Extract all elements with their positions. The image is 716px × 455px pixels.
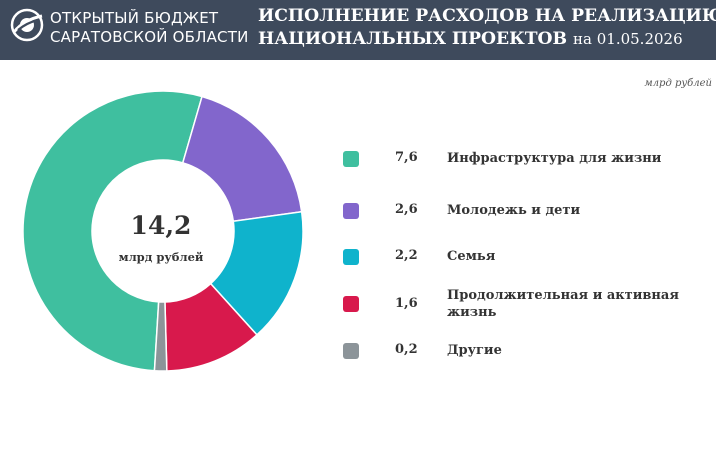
legend-swatch bbox=[343, 343, 359, 359]
legend-value: 2,2 bbox=[395, 248, 418, 263]
legend-value: 7,6 bbox=[395, 150, 418, 165]
legend-value: 2,6 bbox=[395, 202, 418, 217]
legend-value: 1,6 bbox=[395, 296, 418, 311]
title-line-2-text: НАЦИОНАЛЬНЫХ ПРОЕКТОВ bbox=[258, 29, 568, 49]
legend-swatch bbox=[343, 151, 359, 167]
total-value: 14,2 bbox=[130, 211, 192, 240]
legend-label: Другие bbox=[447, 343, 502, 358]
legend-label: Инфраструктура для жизни bbox=[447, 151, 662, 166]
logo-text: ОТКРЫТЫЙ БЮДЖЕТ САРАТОВСКОЙ ОБЛАСТИ bbox=[50, 9, 249, 46]
legend-item: 2,6 Молодежь и дети bbox=[343, 202, 703, 238]
legend-label: Продолжительная и активная жизнь bbox=[447, 288, 679, 320]
legend-item: 7,6 Инфраструктура для жизни bbox=[343, 150, 703, 186]
title-date: на 01.05.2026 bbox=[573, 30, 683, 48]
page-title: ИСПОЛНЕНИЕ РАСХОДОВ НА РЕАЛИЗАЦИЮ НАЦИОН… bbox=[258, 5, 716, 51]
donut-slice-1 bbox=[22, 90, 203, 372]
donut-slice-5 bbox=[153, 301, 168, 372]
legend-item: 0,2 Другие bbox=[343, 342, 703, 378]
donut-slice-2 bbox=[181, 95, 303, 223]
legend-value: 0,2 bbox=[395, 342, 418, 357]
title-line-2: НАЦИОНАЛЬНЫХ ПРОЕКТОВ на 01.05.2026 bbox=[258, 28, 716, 51]
title-line-1: ИСПОЛНЕНИЕ РАСХОДОВ НА РЕАЛИЗАЦИЮ bbox=[258, 6, 716, 26]
orbit-logo-icon bbox=[10, 8, 44, 42]
legend-swatch bbox=[343, 296, 359, 312]
unit-label: млрд рублей bbox=[644, 78, 712, 89]
legend-item: 2,2 Семья bbox=[343, 248, 703, 284]
donut-chart bbox=[22, 90, 304, 372]
legend-swatch bbox=[343, 203, 359, 219]
legend-item: 1,6 Продолжительная и активная жизнь bbox=[343, 287, 703, 323]
header-bar: ОТКРЫТЫЙ БЮДЖЕТ САРАТОВСКОЙ ОБЛАСТИ ИСПО… bbox=[0, 0, 716, 60]
legend-swatch bbox=[343, 249, 359, 265]
total-unit: млрд рублей bbox=[118, 250, 204, 264]
legend-label: Молодежь и дети bbox=[447, 203, 581, 218]
legend-label: Семья bbox=[447, 249, 496, 264]
